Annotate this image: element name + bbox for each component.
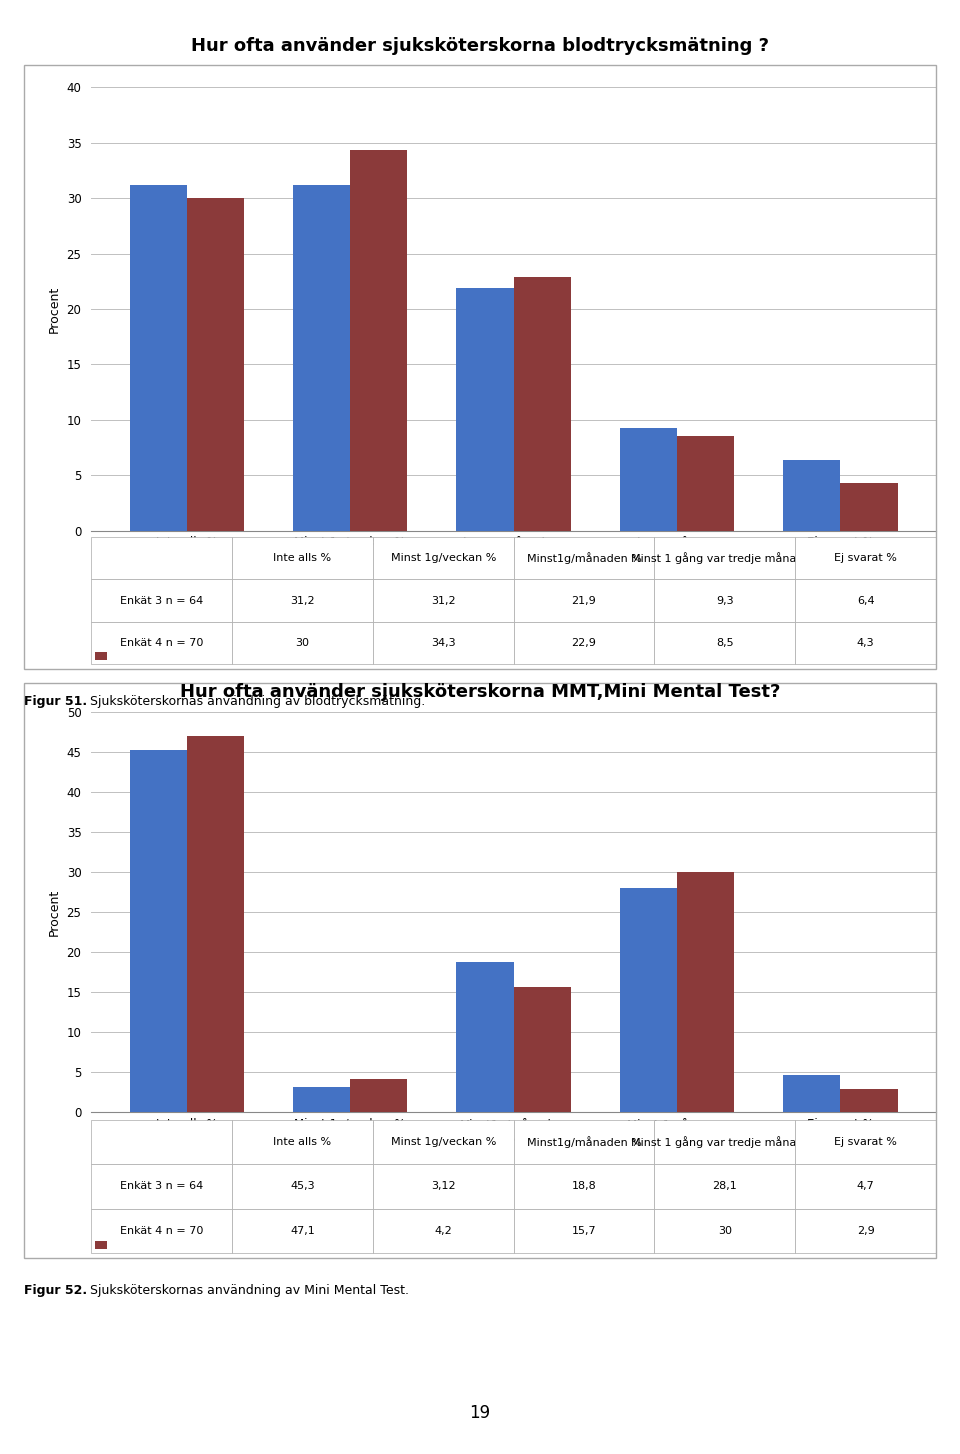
Bar <box>130 185 187 531</box>
Bar <box>514 987 571 1112</box>
Bar <box>350 150 407 531</box>
Y-axis label: Procent: Procent <box>48 888 61 936</box>
Bar <box>840 483 898 531</box>
Bar <box>293 1088 350 1112</box>
Text: 19: 19 <box>469 1405 491 1422</box>
Text: Figur 51.: Figur 51. <box>24 695 87 708</box>
Bar <box>677 872 734 1112</box>
Text: Figur 52.: Figur 52. <box>24 1284 87 1297</box>
Bar <box>620 427 677 531</box>
Bar <box>783 1075 840 1112</box>
Y-axis label: Procent: Procent <box>48 285 61 333</box>
Bar <box>677 436 734 531</box>
Text: Hur ofta använder sjuksköterskorna blodtrycksmätning ?: Hur ofta använder sjuksköterskorna blodt… <box>191 38 769 55</box>
Bar <box>350 1079 407 1112</box>
Bar <box>293 185 350 531</box>
Bar <box>456 288 514 531</box>
Bar <box>620 887 677 1112</box>
Bar <box>187 198 244 531</box>
Bar <box>456 963 514 1112</box>
Bar <box>514 276 571 531</box>
Text: Sjuksköterskornas användning av blodtrycksmätning.: Sjuksköterskornas användning av blodtryc… <box>86 695 425 708</box>
Bar <box>187 736 244 1112</box>
Text: Sjuksköterskornas användning av Mini Mental Test.: Sjuksköterskornas användning av Mini Men… <box>86 1284 409 1297</box>
Bar <box>840 1089 898 1112</box>
Bar <box>130 750 187 1112</box>
Text: Hur ofta använder sjuksköterskorna MMT,Mini Mental Test?: Hur ofta använder sjuksköterskorna MMT,M… <box>180 683 780 701</box>
Bar <box>783 459 840 531</box>
